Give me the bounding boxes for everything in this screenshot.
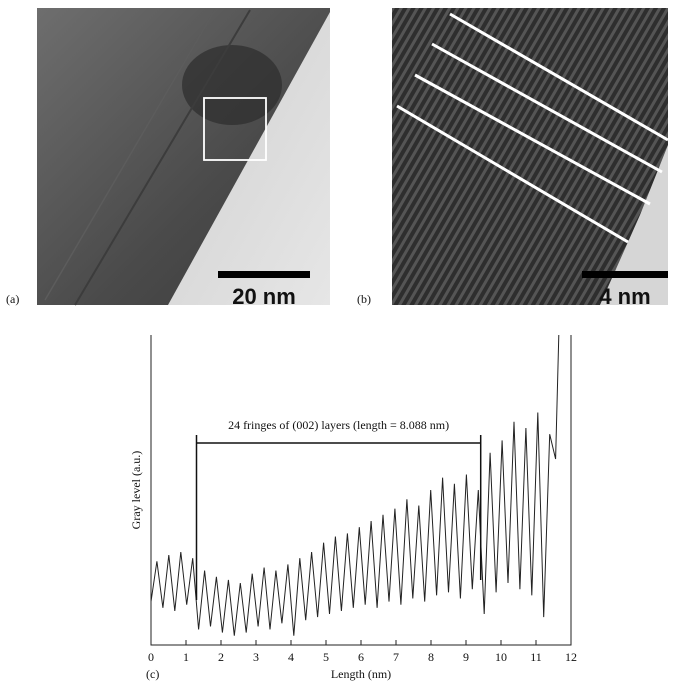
x-tick-label: 11: [530, 650, 542, 664]
dark-region: [182, 45, 282, 125]
x-tick-label: 3: [253, 650, 259, 664]
x-tick-label: 9: [463, 650, 469, 664]
panel-label: (b): [357, 292, 371, 306]
x-tick-label: 6: [358, 650, 364, 664]
x-tick-label: 4: [288, 650, 294, 664]
profile-line: [151, 335, 559, 636]
scale-label: 4 nm: [599, 284, 650, 309]
x-tick-label: 7: [393, 650, 399, 664]
x-tick-label: 10: [495, 650, 507, 664]
page: {"panels": {"a": {"label": "(a)", "scale…: [0, 0, 680, 685]
panel-a: 20 nm (a): [6, 8, 330, 309]
scale-label: 20 nm: [232, 284, 296, 309]
x-tick-label: 12: [565, 650, 577, 664]
panel-label: (c): [146, 667, 159, 681]
x-axis-label: Length (nm): [331, 667, 391, 681]
figure: 20 nm (a) 4 nm (b) Gray level (a.u.) Len…: [0, 0, 680, 685]
scale-bar: [218, 271, 310, 278]
x-tick-label: 2: [218, 650, 224, 664]
x-tick-label: 8: [428, 650, 434, 664]
panel-label: (a): [6, 292, 19, 306]
panel-b: 4 nm (b): [357, 8, 668, 309]
annotation: 24 fringes of (002) layers (length = 8.0…: [228, 418, 449, 432]
x-tick-label: 1: [183, 650, 189, 664]
scale-bar: [582, 271, 668, 278]
y-axis-label: Gray level (a.u.): [129, 451, 143, 530]
x-tick-label: 5: [323, 650, 329, 664]
x-tick-label: 0: [148, 650, 154, 664]
